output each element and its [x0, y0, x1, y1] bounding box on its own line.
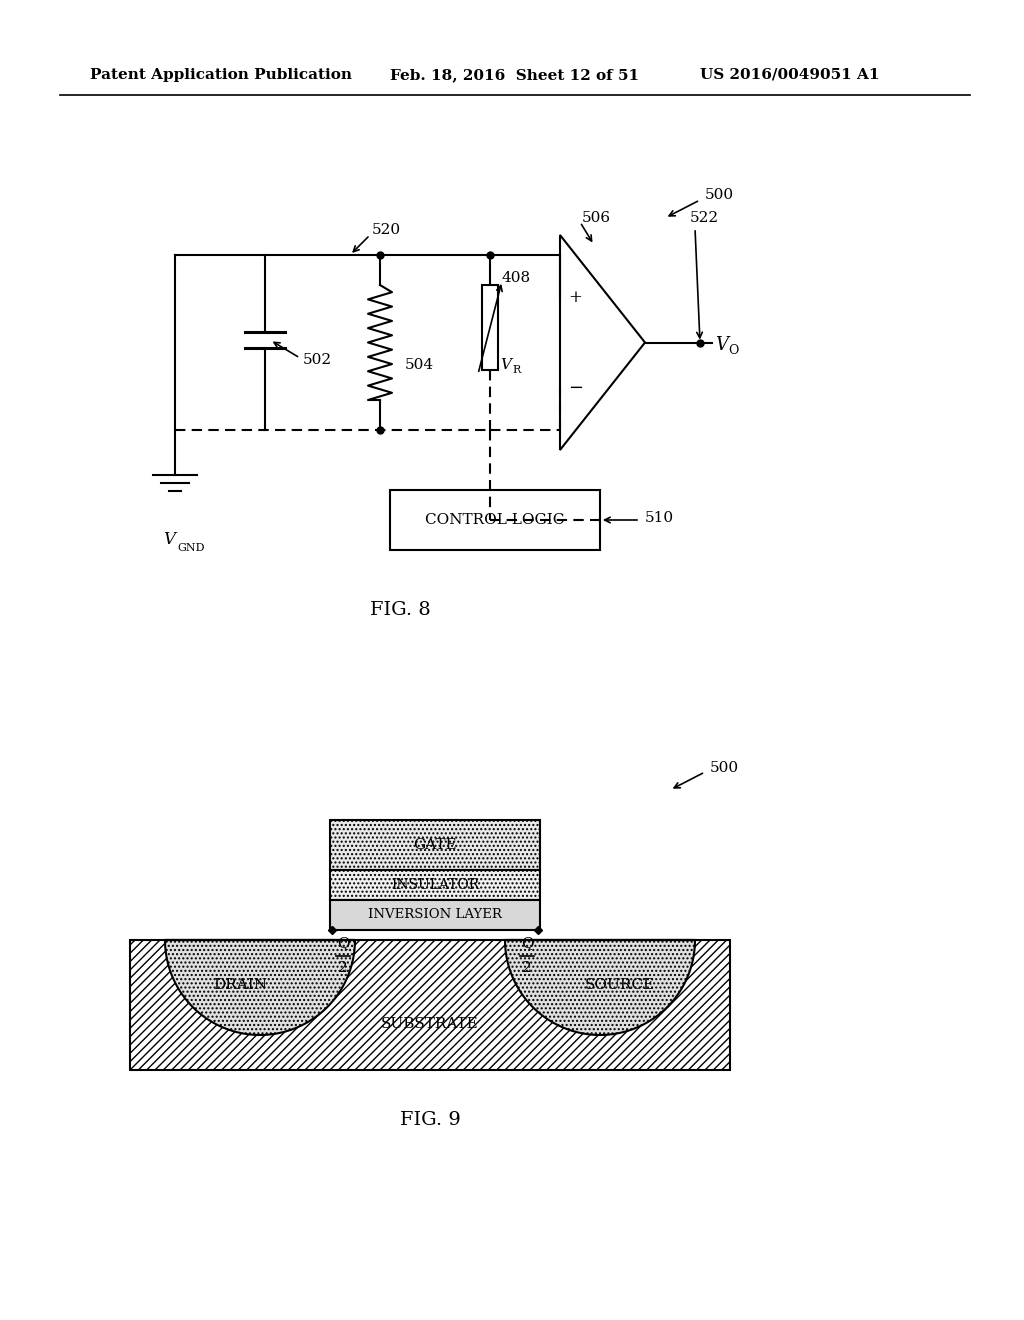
Text: V: V [163, 532, 175, 549]
Text: 510: 510 [645, 511, 674, 525]
Text: +: + [568, 289, 582, 306]
Text: 500: 500 [710, 762, 739, 775]
Polygon shape [505, 940, 695, 1035]
Bar [130, 940, 730, 1071]
Text: INVERSION LAYER: INVERSION LAYER [368, 908, 502, 921]
Text: V: V [715, 337, 728, 355]
Text: Patent Application Publication: Patent Application Publication [90, 69, 352, 82]
Text: Feb. 18, 2016  Sheet 12 of 51: Feb. 18, 2016 Sheet 12 of 51 [390, 69, 639, 82]
Text: GATE: GATE [414, 838, 457, 851]
Text: Q: Q [337, 936, 349, 950]
Text: 502: 502 [303, 352, 332, 367]
Text: GND: GND [177, 543, 205, 553]
Text: 520: 520 [372, 223, 401, 238]
Text: Q: Q [520, 936, 534, 950]
Text: SUBSTRATE: SUBSTRATE [381, 1018, 479, 1031]
Text: R: R [512, 366, 520, 375]
Bar [390, 490, 600, 550]
Text: FIG. 8: FIG. 8 [370, 601, 430, 619]
Text: O: O [728, 345, 738, 356]
Bar [330, 900, 540, 931]
Text: V: V [500, 358, 511, 372]
Bar [482, 285, 498, 370]
Text: CONTROL LOGIC: CONTROL LOGIC [425, 513, 564, 527]
Text: 2: 2 [338, 961, 348, 975]
Text: 506: 506 [582, 211, 611, 224]
Bar [330, 870, 540, 900]
Bar [330, 820, 540, 870]
Text: 500: 500 [705, 187, 734, 202]
Text: 504: 504 [406, 358, 434, 372]
Polygon shape [165, 940, 355, 1035]
Text: 408: 408 [502, 271, 531, 285]
Text: INSULATOR: INSULATOR [391, 878, 479, 892]
Text: FIG. 9: FIG. 9 [399, 1111, 461, 1129]
Text: SOURCE: SOURCE [585, 978, 655, 993]
Text: 522: 522 [690, 211, 719, 224]
Text: DRAIN: DRAIN [213, 978, 267, 993]
Text: US 2016/0049051 A1: US 2016/0049051 A1 [700, 69, 880, 82]
Text: 2: 2 [522, 961, 531, 975]
Text: −: − [568, 379, 583, 396]
